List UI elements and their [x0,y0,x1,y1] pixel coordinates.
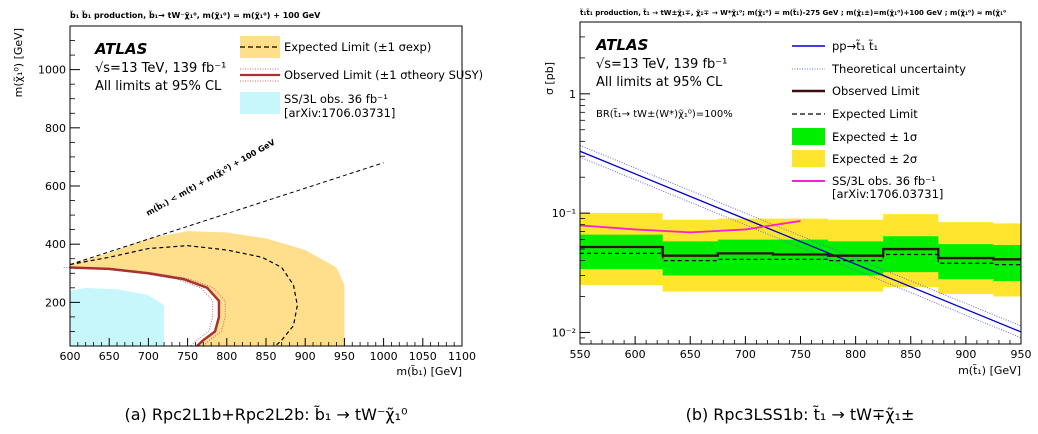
panel-b-theory-up [580,144,1021,327]
panel-b-plot-content [580,144,1021,339]
panel-a-diagonal-line [69,162,384,266]
panel-b-x-tick-label: 650 [680,348,701,361]
legend-b-expected-label: Expected Limit [832,107,918,121]
panel-b-x-tick-label: 850 [900,348,921,361]
panel-a-expected-line [69,245,298,347]
panel-a-x-tick-label: 1100 [448,350,476,363]
panel-b-ss3l-line [580,220,801,234]
legend-a-ss3l-swatch [240,92,280,114]
panel-a-y-tick-label: 800 [45,122,66,135]
panel-b-x-tick-label: 550 [570,348,591,361]
panel-a-cl-label: All limits at 95% CL [95,79,222,94]
panel-a-x-tick-label: 600 [60,350,81,363]
panel-a-atlas-label: ATLAS [94,40,147,58]
panel-b-cl-label: All limits at 95% CL [596,75,723,90]
panel-a-legend: Expected Limit (±1 σexp) Observed Limit … [240,36,483,120]
panel-a-y-tick-label: 600 [45,180,66,193]
panel-b-x-tick-label: 900 [955,348,976,361]
panel-a-y-tick-label: 400 [45,238,66,251]
legend-a-ss3l-label: SS/3L obs. 36 fb⁻¹ [284,92,388,106]
panel-a-x-tick-label: 900 [295,350,316,363]
panel-b-theory-down [580,156,1021,339]
caption-b: (b) Rpc3LSS1b: t̃₁ → tW∓χ̃₁± [686,405,915,424]
panel-a-observed-theory-down [63,266,214,347]
panel-a-x-tick-label: 750 [177,350,198,363]
panel-a-y-tick-label: 200 [45,296,66,309]
panel-a-observed-theory-up [76,266,226,347]
legend-b-2sigma-label: Expected ± 2σ [832,152,917,166]
panel-b-y-ticks: 10⁻² 10⁻¹ 1 [552,21,590,345]
panel-b-atlas-label: ATLAS [595,36,648,54]
panel-b-br-label: BR(t̃₁→ tW±(W*)χ̃₁⁰)=100% [596,107,733,120]
panel-b-xsec-line [580,150,1021,333]
panel-a-y-tick-label: 1000 [38,64,66,77]
panel-b-x-tick-label: 750 [790,348,811,361]
legend-a-arxiv-label: [arXiv:1706.03731] [284,106,395,120]
legend-b-2sigma-swatch [792,150,825,167]
legend-a-expected-label: Expected Limit (±1 σexp) [284,40,431,54]
panel-a-x-axis-label: m(b̃₁) [GeV] [396,365,462,378]
panel-b-observed-line [580,245,1021,261]
panel-a-x-tick-label: 650 [99,350,120,363]
panel-b: t̃₁t̃₁ production, t̃₁ → tW±χ̃₁∓, χ̃₁∓ →… [543,9,1032,424]
panel-a-x-tick-label: 800 [216,350,237,363]
panel-a-x-tick-label: 950 [334,350,355,363]
panel-a-energy-label: √s=13 TeV, 139 fb⁻¹ [95,61,226,76]
panel-b-x-tick-label: 600 [625,348,646,361]
panel-b-x-ticks: 550 600 650 700 750 800 850 900 950 [570,336,1032,361]
legend-b-1sigma-swatch [792,128,825,145]
caption-a: (a) Rpc2L1b+Rpc2L2b: b̃₁ → tW⁻χ̃₁⁰ [124,405,407,424]
panel-a-x-tick-label: 1050 [409,350,437,363]
panel-b-x-tick-label: 800 [845,348,866,361]
panel-a-y-axis-label: m(χ̃₁⁰) [GeV] [12,28,25,97]
panel-b-x-tick-label: 700 [735,348,756,361]
panel-a-x-tick-label: 700 [138,350,159,363]
legend-b-1sigma-label: Expected ± 1σ [832,130,917,144]
panel-b-y-axis-label: σ [pb] [543,62,556,95]
panel-b-plot-area [580,144,1021,339]
panel-a-observed-line [69,266,221,347]
panel-a-ss3l-region [70,287,165,346]
legend-b-theory-label: Theoretical uncertainty [831,62,966,76]
panel-a-x-tick-label: 1000 [370,350,398,363]
panel-a-y-ticks: 200 400 600 800 1000 [38,40,80,332]
legend-b-arxiv-label: [arXiv:1706.03731] [832,187,943,201]
panel-b-energy-label: √s=13 TeV, 139 fb⁻¹ [596,57,727,72]
panel-a-x-ticks: 600 650 700 750 800 850 900 950 1000 1050 1100 [60,338,476,363]
panel-a-x-tick-label: 850 [256,350,277,363]
panel-a-diagonal-label: m(b̃₁) < m(t) + m(χ̃₁⁰) + 100 GeV [144,136,277,218]
legend-b-xsec-label: pp→t̃₁ t̃₁ [832,39,878,53]
panel-b-title: t̃₁t̃₁ production, t̃₁ → tW±χ̃₁∓, χ̃₁∓ →… [580,9,1006,17]
panel-b-expected-line [580,252,1021,266]
panel-b-legend: pp→t̃₁ t̃₁ Theoretical uncertainty Obser… [792,39,966,201]
panel-b-y-tick-label: 10⁻² [552,326,576,339]
panel-b-y-tick-label: 10⁻¹ [552,207,576,220]
panel-b-x-tick-label: 950 [1011,348,1032,361]
legend-a-observed-label: Observed Limit (±1 σtheory SUSY) [284,68,483,82]
panel-b-1sigma-band [580,234,1021,281]
panel-b-y-tick-label: 1 [569,88,576,101]
panel-a-plot-area [63,162,384,347]
legend-b-ss3l-label: SS/3L obs. 36 fb⁻¹ [832,174,936,188]
panel-a: b̃₁ b̃₁ production, b̃₁→ tW⁻χ̃₁⁰, m(χ̃₁⁰… [12,10,483,424]
panel-b-x-axis-label: m(t̃₁) [GeV] [958,364,1021,377]
panel-a-title: b̃₁ b̃₁ production, b̃₁→ tW⁻χ̃₁⁰, m(χ̃₁⁰… [69,10,321,20]
legend-b-observed-label: Observed Limit [832,84,920,98]
